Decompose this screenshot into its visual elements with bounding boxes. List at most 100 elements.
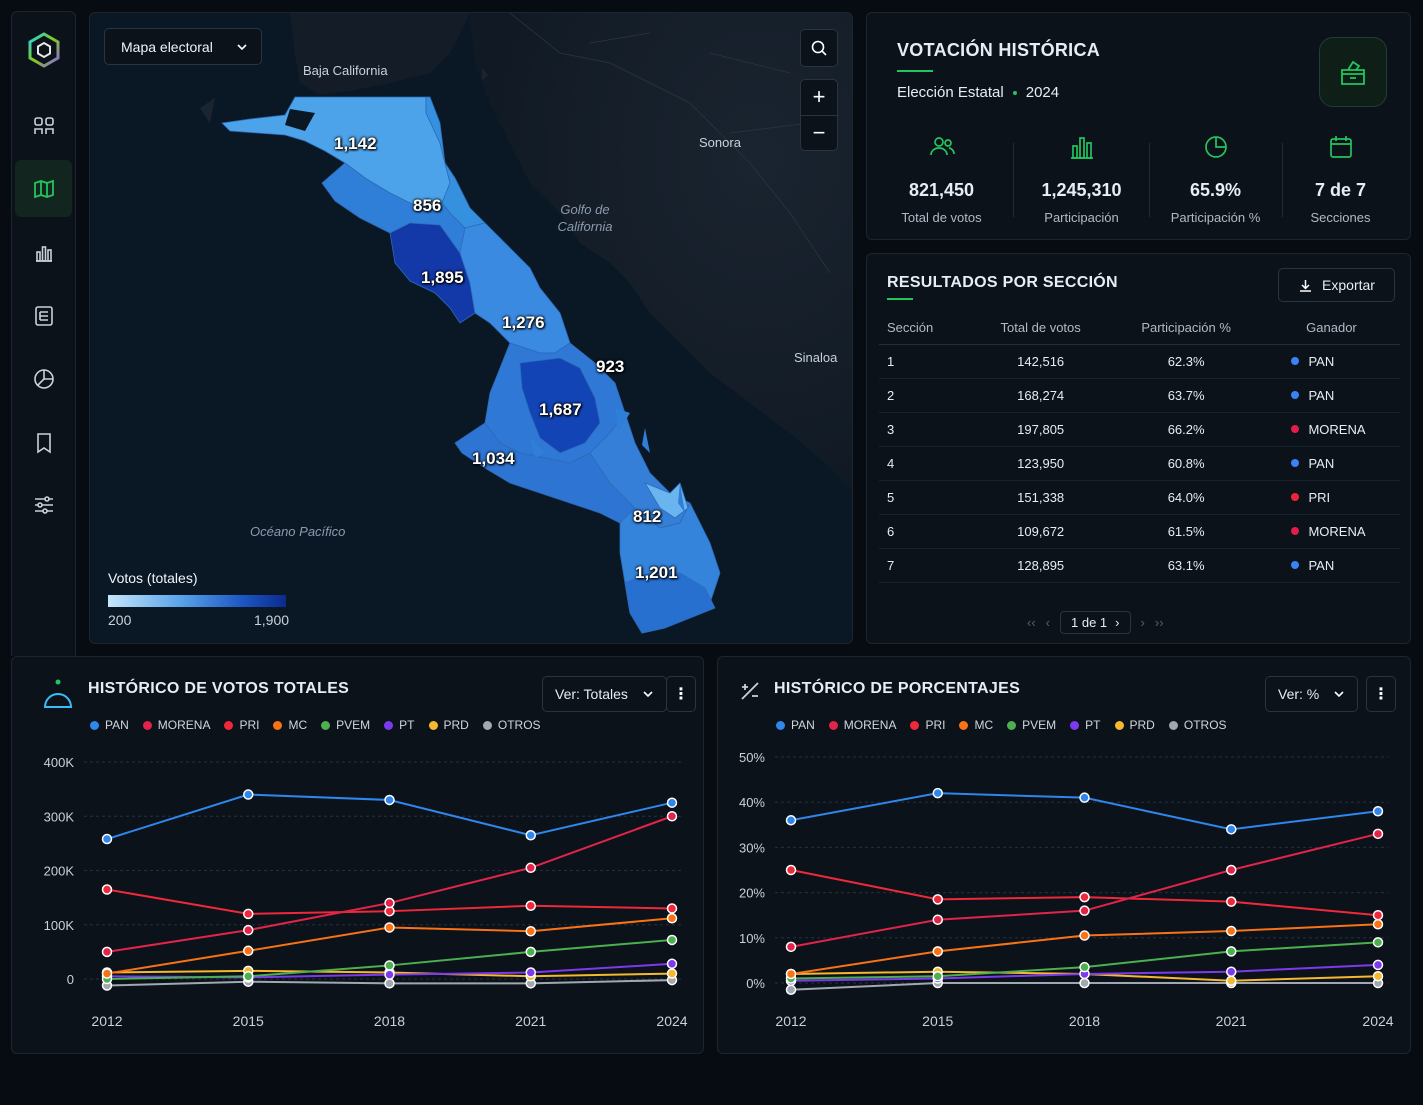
data-point-pt[interactable] (666, 958, 678, 970)
data-point-pan[interactable] (1079, 792, 1090, 803)
data-point-pan[interactable] (1372, 805, 1384, 817)
nav-list[interactable] (15, 287, 72, 344)
data-point-mc[interactable] (525, 926, 536, 937)
data-point-mc[interactable] (785, 968, 797, 980)
data-point-morena[interactable] (243, 924, 254, 936)
data-point-morena[interactable] (1372, 828, 1384, 840)
export-button[interactable]: Exportar (1278, 268, 1395, 302)
series-line-morena[interactable] (790, 832, 1379, 948)
data-point-mc[interactable] (1372, 918, 1384, 930)
legend-item[interactable]: PT (1070, 718, 1101, 732)
data-point-pvem[interactable] (666, 934, 678, 946)
data-point-pri[interactable] (243, 908, 254, 920)
data-point-mc[interactable] (1226, 925, 1237, 937)
data-point-pri[interactable] (666, 903, 678, 914)
nav-settings[interactable] (15, 476, 72, 533)
data-point-pvem[interactable] (243, 971, 254, 982)
data-point-pvem[interactable] (1226, 946, 1237, 957)
legend-item[interactable]: PRI (910, 718, 945, 732)
data-point-mc[interactable] (384, 922, 395, 933)
column-header[interactable]: Sección (879, 312, 972, 345)
hexagon-logo-icon[interactable] (26, 32, 62, 68)
data-point-morena[interactable] (525, 862, 536, 874)
data-point-mc[interactable] (243, 945, 254, 957)
nav-bookmark[interactable] (15, 414, 72, 471)
view-dropdown[interactable]: Ver: % (1265, 676, 1359, 712)
data-point-prd[interactable] (1372, 970, 1384, 982)
data-point-pvem[interactable] (1372, 937, 1384, 948)
data-point-morena[interactable] (932, 914, 943, 925)
votos-line-chart[interactable]: 400K 300K 200K 100K 0 2012 2015 2018 2021 2024 (12, 657, 705, 1055)
column-header[interactable]: Ganador (1262, 312, 1400, 345)
nav-pie[interactable] (15, 350, 72, 407)
table-row[interactable]: 3 197,805 66.2% MORENA (879, 412, 1400, 447)
data-point-pan[interactable] (243, 789, 254, 800)
data-point-otros[interactable] (1079, 977, 1090, 989)
data-point-pan[interactable] (1226, 824, 1237, 835)
nav-charts[interactable] (15, 224, 72, 281)
data-point-pri[interactable] (785, 864, 797, 876)
data-point-pvem[interactable] (525, 946, 536, 958)
nav-compare[interactable] (15, 97, 72, 154)
page-indicator[interactable]: 1 de 1 › (1060, 611, 1131, 634)
data-point-pt[interactable] (384, 969, 395, 980)
data-point-pt[interactable] (1226, 966, 1237, 977)
legend-item[interactable]: PVEM (1007, 718, 1056, 732)
legend-item[interactable]: PRD (1114, 718, 1155, 732)
data-point-morena[interactable] (384, 897, 395, 909)
data-point-pri[interactable] (1079, 891, 1090, 903)
data-point-mc[interactable] (1079, 930, 1090, 941)
data-point-pt[interactable] (1372, 959, 1384, 971)
data-point-pvem[interactable] (1079, 961, 1090, 973)
table-row[interactable]: 4 123,950 60.8% PAN (879, 446, 1400, 481)
legend-item[interactable]: MORENA (828, 718, 896, 732)
data-point-mc[interactable] (932, 946, 943, 957)
data-point-pri[interactable] (1372, 909, 1384, 921)
data-point-pt[interactable] (525, 967, 536, 978)
data-point-morena[interactable] (1226, 864, 1237, 876)
legend-item[interactable]: MORENA (142, 718, 210, 732)
data-point-pri[interactable] (1226, 896, 1237, 907)
data-point-morena[interactable] (785, 941, 797, 953)
legend-item[interactable]: PAN (90, 718, 129, 732)
table-row[interactable]: 5 151,338 64.0% PRI (879, 480, 1400, 515)
choropleth-map[interactable] (90, 13, 853, 644)
zoom-in-button[interactable]: + (801, 80, 837, 116)
data-point-pvem[interactable] (384, 960, 395, 971)
data-point-otros[interactable] (785, 984, 797, 996)
data-point-pan[interactable] (785, 815, 797, 826)
data-point-pri[interactable] (101, 884, 113, 895)
legend-item[interactable]: MC (959, 718, 993, 732)
data-point-prd[interactable] (1226, 975, 1237, 986)
data-point-morena[interactable] (101, 946, 113, 958)
bcs-municipalities[interactable] (221, 96, 721, 634)
legend-item[interactable]: PAN (776, 718, 815, 732)
porcentajes-line-chart[interactable]: 50% 40% 30% 20% 10% 0% 2012 2015 2018 2021 2024 (718, 657, 1412, 1055)
next-page-icon[interactable]: › (1140, 615, 1145, 630)
map-search-button[interactable] (800, 29, 838, 67)
last-page-icon[interactable]: ›› (1154, 615, 1164, 630)
legend-item[interactable]: PRI (224, 718, 259, 732)
data-point-morena[interactable] (1079, 905, 1090, 916)
view-dropdown[interactable]: Ver: Totales (542, 676, 667, 712)
data-point-pri[interactable] (525, 900, 536, 912)
data-point-otros[interactable] (384, 978, 395, 989)
legend-item[interactable]: PRD (428, 718, 469, 732)
data-point-pan[interactable] (666, 797, 678, 808)
column-header[interactable]: Total de votos (971, 312, 1110, 345)
data-point-morena[interactable] (666, 811, 678, 822)
data-point-pan[interactable] (525, 829, 536, 841)
table-row[interactable]: 6 109,672 61.5% MORENA (879, 514, 1400, 549)
prev-page-icon[interactable]: ‹ (1045, 615, 1051, 630)
legend-item[interactable]: PT (384, 718, 415, 732)
table-row[interactable]: 2 168,274 63.7% PAN (879, 378, 1400, 413)
legend-item[interactable]: OTROS (482, 718, 541, 732)
data-point-pan[interactable] (384, 794, 395, 806)
data-point-mc[interactable] (666, 912, 678, 924)
data-point-prd[interactable] (666, 968, 678, 979)
data-point-pan[interactable] (932, 787, 943, 799)
column-header[interactable]: Participación % (1109, 312, 1263, 345)
map-panel[interactable]: Mapa electoral + − Baja California Sonor… (89, 12, 853, 644)
data-point-pri[interactable] (932, 894, 943, 905)
legend-item[interactable]: OTROS (1168, 718, 1227, 732)
